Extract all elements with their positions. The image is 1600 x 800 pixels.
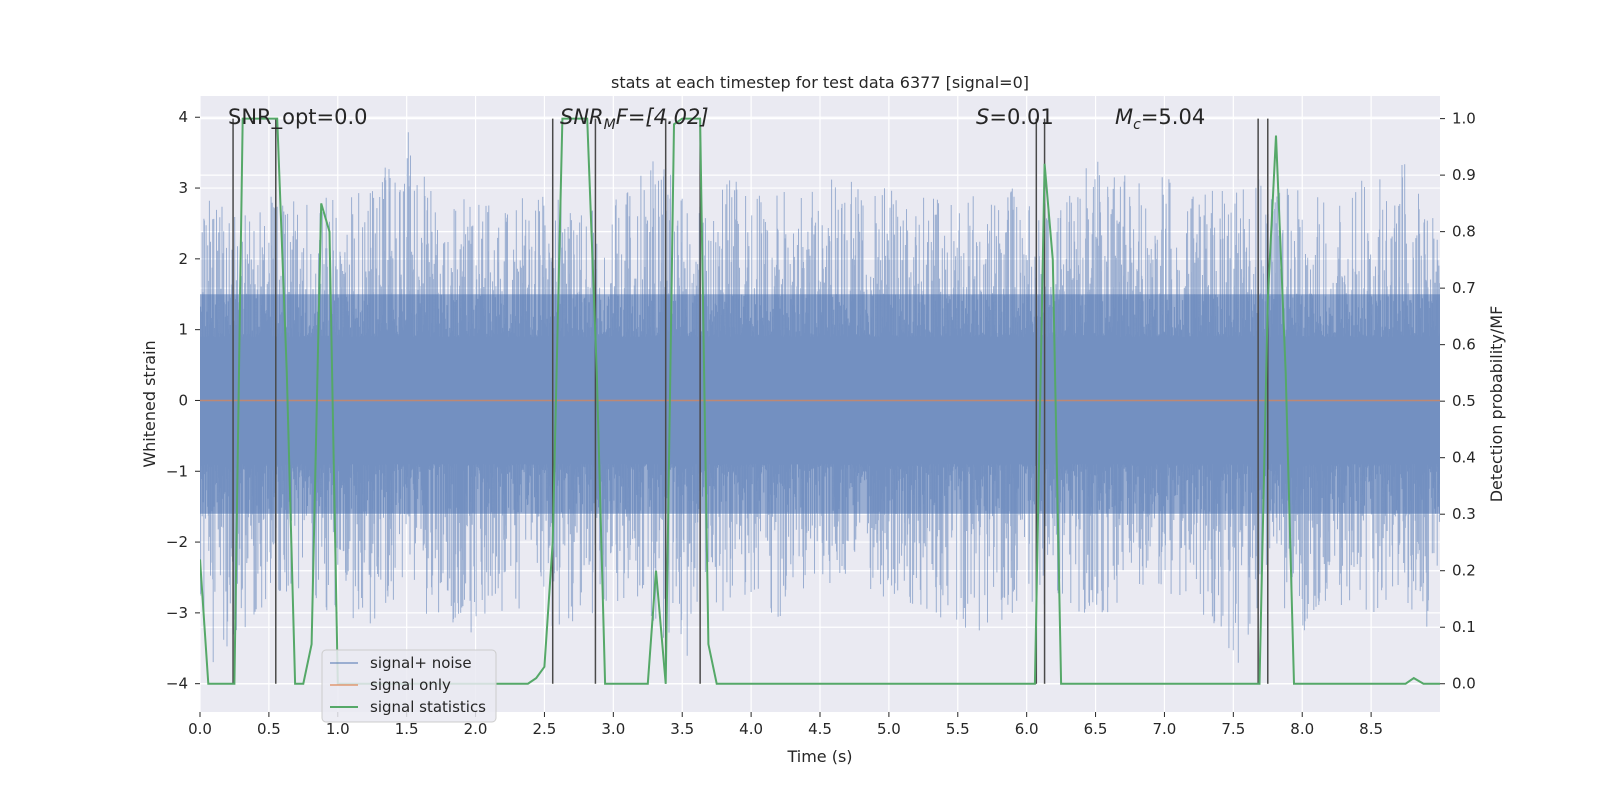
- right-y-tick-label: 0.2: [1452, 562, 1476, 580]
- chart-title: stats at each timestep for test data 637…: [611, 73, 1029, 92]
- legend-label-signal-noise: signal+ noise: [370, 654, 472, 672]
- x-tick-label: 1.0: [326, 720, 350, 738]
- right-y-tick-label: 0.7: [1452, 279, 1476, 297]
- right-y-tick-label: 0.3: [1452, 505, 1476, 523]
- right-y-tick-label: 0.5: [1452, 392, 1476, 410]
- right-y-tick-label: 0.0: [1452, 675, 1476, 693]
- x-axis-ticks: 0.0 0.5 1.0 1.5 2.0 2.5 3.0 3.5 4.0 4.5 5.0 5.5 6.0 6…: [188, 712, 1383, 738]
- right-y-tick-label: 1.0: [1452, 110, 1476, 128]
- x-tick-label: 2.5: [533, 720, 557, 738]
- signal-statistics-line: [200, 117, 1440, 685]
- annotation-snr-mf-rest: F=[4.02]: [616, 105, 709, 129]
- annotation-snr-opt: SNR_opt=0.0: [228, 105, 368, 130]
- right-y-tick-label: 0.9: [1452, 166, 1476, 184]
- x-axis-label: Time (s): [786, 747, 852, 766]
- x-tick-label: 0.0: [188, 720, 212, 738]
- x-tick-label: 5.5: [946, 720, 970, 738]
- right-y-tick-label: 0.4: [1452, 449, 1476, 467]
- right-y-axis-ticks: 0.0 0.1 0.2 0.3 0.4 0.5 0.6 0.7 0.8 0.9 1.0: [1440, 110, 1476, 693]
- annotation-snr-mf-sub: M: [604, 117, 616, 133]
- x-tick-label: 4.0: [739, 720, 763, 738]
- signal-statistics-series: [200, 117, 1440, 685]
- vertical-markers: [232, 118, 1269, 684]
- legend-label-signal-statistics: signal statistics: [370, 698, 486, 716]
- annotation-s-main: S: [976, 105, 989, 129]
- annotation-s: S=0.01: [976, 105, 1054, 129]
- right-y-tick-label: 0.8: [1452, 223, 1476, 241]
- annotation-mc-main: M: [1115, 105, 1133, 129]
- y-tick-label: 3: [178, 179, 188, 197]
- y-tick-label: 0: [178, 391, 188, 409]
- x-tick-label: 6.0: [1015, 720, 1039, 738]
- right-y-tick-label: 0.1: [1452, 618, 1476, 636]
- right-y-tick-label: 0.6: [1452, 336, 1476, 354]
- x-tick-label: 7.0: [1153, 720, 1177, 738]
- y-tick-label: 4: [178, 108, 188, 126]
- x-tick-label: 8.5: [1359, 720, 1383, 738]
- noise-trace: [200, 132, 1440, 663]
- x-tick-label: 7.5: [1221, 720, 1245, 738]
- legend: signal+ noise signal only signal statist…: [321, 649, 497, 723]
- x-tick-label: 0.5: [257, 720, 281, 738]
- legend-label-signal-only: signal only: [370, 676, 451, 694]
- annotation-snr-mf-main: SNR: [560, 105, 604, 129]
- y-tick-label: 1: [178, 321, 188, 339]
- x-tick-label: 4.5: [808, 720, 832, 738]
- annotation-s-rest: =0.01: [989, 105, 1053, 129]
- annotation-snr-mf: SNRMF=[4.02]: [560, 105, 709, 133]
- x-tick-label: 8.0: [1290, 720, 1314, 738]
- annotation-mc-rest: =5.04: [1141, 105, 1205, 129]
- x-tick-label: 6.5: [1084, 720, 1108, 738]
- y-tick-label: −4: [166, 675, 188, 693]
- annotation-mc: Mc=5.04: [1115, 105, 1205, 133]
- signal-noise-series: [200, 132, 1440, 663]
- right-y-axis-label: Detection probability/MF: [1487, 306, 1506, 503]
- y-tick-label: −1: [166, 462, 188, 480]
- y-tick-label: 2: [178, 250, 188, 268]
- x-tick-label: 3.0: [601, 720, 625, 738]
- x-tick-label: 2.0: [464, 720, 488, 738]
- y-tick-label: −2: [166, 533, 188, 551]
- legend-box: [321, 649, 497, 723]
- annotation-mc-sub: c: [1133, 117, 1141, 133]
- y-axis-ticks: −4 −3 −2 −1 0 1 2 3 4: [166, 108, 200, 693]
- y-axis-label: Whitened strain: [140, 340, 159, 467]
- y-tick-label: −3: [166, 604, 188, 622]
- x-tick-label: 3.5: [670, 720, 694, 738]
- x-tick-label: 5.0: [877, 720, 901, 738]
- x-tick-label: 1.5: [395, 720, 419, 738]
